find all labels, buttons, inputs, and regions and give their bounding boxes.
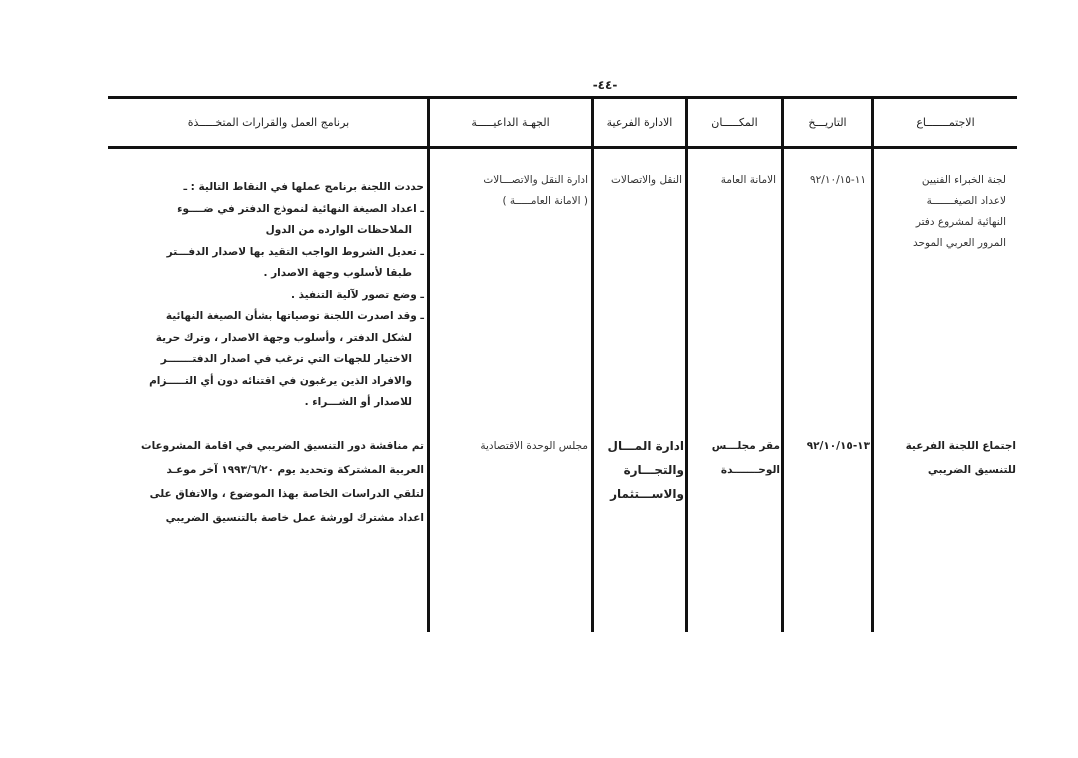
page-number: -٤٤- — [592, 78, 618, 92]
text-line: لتلقي الدراسات الخاصة بهذا الموضوع ، وال… — [149, 488, 424, 500]
department-cell: ادارة المـــال والتجـــارة والاســـتثمار — [608, 434, 684, 506]
text-line: الملاحظات الوارده من الدول — [265, 224, 412, 236]
place-cell: مقر مجلـــس الوحـــــــدة — [712, 434, 780, 482]
text-line: اجتماع اللجنة الفرعية — [905, 440, 1016, 452]
text-line: اعداد مشترك لورشة عمل خاصة بالتنسيق الضر… — [165, 512, 424, 524]
header-bottom-rule — [108, 146, 1017, 149]
text-line: النهائية لمشروع دفتر — [915, 216, 1006, 228]
text-line: ـ تعديل الشروط الواجب التقيد بها لاصدار … — [166, 245, 424, 258]
header-department: الادارة الفرعية — [606, 116, 673, 129]
header-date: التاريـــخ — [808, 116, 847, 129]
header-place: المكـــــان — [711, 116, 758, 129]
column-divider — [427, 97, 430, 632]
text-line: ـ وقد اصدرت اللجنة توصياتها بشأن الصيغة … — [165, 310, 424, 322]
text-line: والافراد الذين يرغبون في اقتنائه دون أي … — [149, 374, 412, 387]
text-line: ـ اعداد الصيغة النهائية لنموذج الدفتر في… — [177, 202, 424, 215]
text-line: للاصدار أو الشـــراء . — [304, 396, 412, 408]
text-line: لجنة الخبراء الفنيين — [921, 174, 1006, 186]
text-line: الوحـــــــدة — [720, 464, 780, 476]
caller-cell: مجلس الوحدة الاقتصادية — [480, 440, 588, 452]
program-cell: حددت اللجنة برنامج عملها في النقاط التال… — [149, 177, 424, 414]
text-line: والتجـــارة — [623, 463, 684, 477]
text-line: مقر مجلـــس — [711, 440, 780, 452]
text-line: الاختيار للجهات التي ترغب في اصدار الدفت… — [160, 353, 412, 365]
text-line: ادارة المـــال — [607, 439, 684, 453]
column-divider — [591, 97, 594, 632]
meeting-cell: اجتماع اللجنة الفرعية للتنسيق الضريبي — [906, 434, 1016, 482]
column-divider — [685, 97, 688, 632]
text-line: المرور العربي الموحد — [912, 237, 1006, 249]
header-meeting: الاجتمـــــــاع — [916, 116, 975, 129]
meeting-cell: لجنة الخبراء الفنيين لاعداد الصيغـــــــ… — [913, 170, 1006, 254]
text-line: لاعداد الصيغـــــــة — [926, 195, 1006, 207]
department-cell: النقل والاتصالات — [611, 174, 682, 186]
text-line: والاســـتثمار — [610, 487, 684, 501]
text-line: للتنسيق الضريبي — [927, 464, 1016, 476]
header-program: برنامج العمل والقرارات المتخـــــذة — [187, 116, 350, 129]
text-line: حددت اللجنة برنامج عملها في النقاط التال… — [183, 181, 424, 193]
text-line: طبقا لأسلوب وجهة الاصدار . — [263, 267, 412, 279]
caller-cell: ادارة النقل والاتصـــالات ( الامانة العا… — [483, 170, 588, 212]
text-line: العربية المشتركة وتحديد يوم ١٩٩٣/٦/٢٠ آخ… — [166, 464, 424, 476]
text-line: تم مناقشة دور التنسيق الضريبي في اقامة ا… — [141, 440, 424, 452]
header-caller: الجهـة الداعيـــــة — [471, 116, 550, 129]
text-line: ادارة النقل والاتصـــالات — [483, 174, 588, 186]
place-cell: الامانة العامة — [720, 174, 776, 186]
date-cell: ١١-٩٢/١٠/١٥ — [810, 174, 866, 186]
date-cell: ١٣-٩٢/١٠/١٥ — [806, 440, 870, 452]
column-divider — [781, 97, 784, 632]
table-top-rule — [108, 96, 1017, 99]
program-cell: تم مناقشة دور التنسيق الضريبي في اقامة ا… — [141, 434, 424, 530]
text-line: ( الامانة العامـــــة ) — [502, 195, 588, 207]
text-line: ـ وضع تصور لآلية التنفيذ . — [290, 288, 424, 301]
text-line: لشكل الدفتر ، وأسلوب وجهة الاصدار ، وترك… — [155, 331, 412, 344]
column-divider — [871, 97, 874, 632]
